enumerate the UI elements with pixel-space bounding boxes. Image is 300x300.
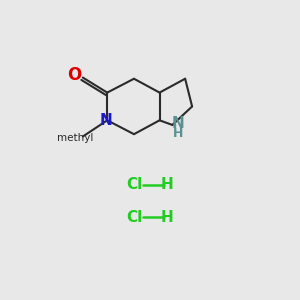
Text: H: H xyxy=(160,178,173,193)
Text: N: N xyxy=(100,113,112,128)
Text: Cl: Cl xyxy=(126,178,142,193)
Text: O: O xyxy=(67,66,81,84)
Text: methyl: methyl xyxy=(56,133,93,142)
Text: Cl: Cl xyxy=(126,210,142,225)
Text: N: N xyxy=(172,116,184,131)
Text: H: H xyxy=(173,127,183,140)
Text: H: H xyxy=(160,210,173,225)
